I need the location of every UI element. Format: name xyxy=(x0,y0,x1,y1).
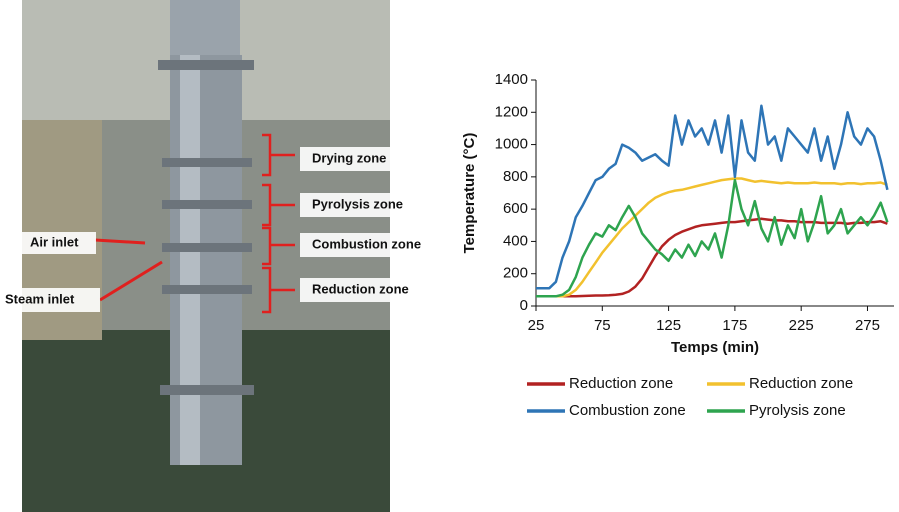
y-tick-label: 0 xyxy=(520,297,528,314)
x-tick-label: 25 xyxy=(528,317,545,334)
photo-pipe xyxy=(170,0,240,60)
x-tick-label: 225 xyxy=(789,317,814,334)
x-tick-label: 275 xyxy=(855,317,880,334)
legend-label: Combustion zone xyxy=(569,402,686,419)
zone-label: Drying zone xyxy=(312,150,386,165)
inlet-label: Steam inlet xyxy=(5,291,75,306)
photo-flanges xyxy=(158,60,254,395)
x-axis-title: Temps (min) xyxy=(671,339,759,356)
x-tick-label: 125 xyxy=(656,317,681,334)
zone-label: Pyrolysis zone xyxy=(312,196,403,211)
zone-brackets xyxy=(94,133,295,314)
zone-label: Reduction zone xyxy=(312,281,409,296)
y-tick-label: 1400 xyxy=(495,71,528,88)
inlet-label: Air inlet xyxy=(30,234,79,249)
photo: Drying zone Pyrolysis zone Combustion zo… xyxy=(0,0,430,512)
y-tick-label: 1000 xyxy=(495,136,528,153)
data-line xyxy=(536,217,888,298)
legend-label: Reduction zone xyxy=(569,375,673,392)
photo-highlight xyxy=(180,55,200,465)
x-tick-label: 75 xyxy=(594,317,611,334)
y-tick-label: 800 xyxy=(503,168,528,185)
zone-label: Combustion zone xyxy=(312,236,421,251)
data-line xyxy=(536,104,889,290)
y-tick-label: 200 xyxy=(503,265,528,282)
data-line xyxy=(536,177,888,298)
y-tick-label: 600 xyxy=(503,200,528,217)
y-axis-title: Temperature (°C) xyxy=(461,133,478,254)
y-tick-label: 1200 xyxy=(495,103,528,120)
legend-label: Pyrolysis zone xyxy=(749,402,846,419)
data-line xyxy=(536,178,889,298)
y-tick-label: 400 xyxy=(503,232,528,249)
label-boxes xyxy=(0,147,430,312)
x-tick-label: 175 xyxy=(722,317,747,334)
legend-label: Reduction zone xyxy=(749,375,853,392)
